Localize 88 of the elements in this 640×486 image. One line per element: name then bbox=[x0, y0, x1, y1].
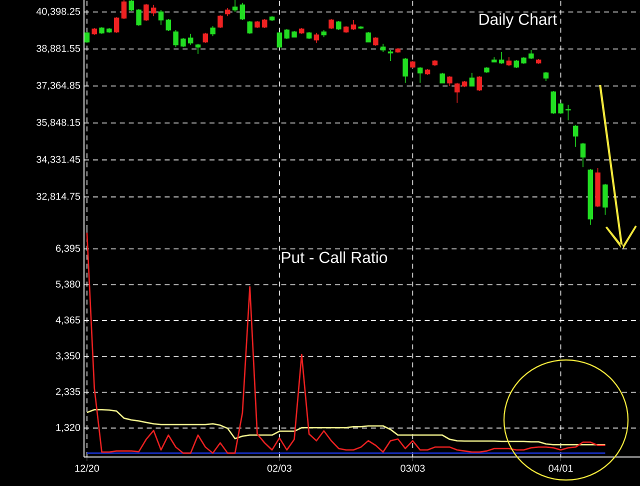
candlestick bbox=[402, 58, 408, 84]
candlestick bbox=[506, 56, 512, 66]
x-tick-label: 03/03 bbox=[400, 464, 425, 472]
candlestick bbox=[232, 0, 238, 12]
candlestick bbox=[424, 68, 430, 76]
candlestick bbox=[536, 58, 542, 64]
text: Daily Chart bbox=[480, 13, 557, 28]
candlestick bbox=[299, 28, 304, 34]
candlestick bbox=[121, 0, 127, 20]
text: Put - Call Ratio bbox=[282, 251, 388, 264]
candlestick bbox=[350, 20, 356, 30]
y-tick-label: 4,365 bbox=[56, 316, 80, 325]
y-tick-label: 2,335 bbox=[56, 388, 80, 396]
candlestick bbox=[572, 124, 578, 148]
y-tick-label: 38,881.55 bbox=[36, 44, 80, 54]
candlestick bbox=[373, 36, 378, 46]
candlestick bbox=[106, 28, 112, 34]
candlestick bbox=[432, 60, 438, 66]
y-tick-label: 35,848.15 bbox=[36, 118, 80, 128]
candlestick bbox=[476, 76, 482, 92]
candlestick bbox=[306, 32, 312, 40]
candlestick bbox=[388, 50, 394, 62]
candlestick bbox=[343, 26, 349, 34]
candlestick bbox=[521, 56, 526, 64]
candlestick bbox=[292, 30, 297, 38]
candlestick bbox=[410, 60, 416, 68]
candlestick bbox=[225, 8, 230, 16]
y-tick-label: 5,380 bbox=[56, 280, 80, 289]
x-tick-label: 04/01 bbox=[548, 464, 573, 472]
candlestick bbox=[418, 66, 423, 84]
candlestick bbox=[358, 26, 364, 30]
candlestick bbox=[92, 28, 97, 36]
candlestick bbox=[321, 30, 326, 38]
candlestick bbox=[528, 50, 534, 60]
candlestick bbox=[128, 0, 134, 12]
candlestick bbox=[99, 26, 104, 34]
candlestick bbox=[195, 44, 201, 54]
candlestick bbox=[269, 16, 275, 22]
y-tick-label: 40,398.25 bbox=[36, 8, 80, 16]
candlestick bbox=[254, 20, 260, 28]
candlestick bbox=[580, 142, 586, 168]
candlestick bbox=[328, 18, 334, 30]
candlestick bbox=[602, 184, 608, 216]
candlestick bbox=[440, 72, 445, 84]
y-tick-label: 1,320 bbox=[56, 424, 80, 432]
candlestick bbox=[150, 4, 156, 16]
candlestick bbox=[188, 34, 194, 46]
candlestick bbox=[180, 38, 186, 48]
candlestick bbox=[84, 32, 90, 44]
candlestick bbox=[514, 60, 519, 68]
candlestick bbox=[218, 14, 223, 28]
candlestick bbox=[498, 52, 504, 64]
x-tick-label: 12/20 bbox=[75, 464, 100, 472]
candlestick bbox=[158, 10, 164, 26]
candlestick bbox=[395, 48, 401, 54]
candlestick bbox=[454, 82, 460, 104]
candlestick bbox=[247, 20, 252, 34]
y-tick-label: 6,395 bbox=[56, 244, 80, 254]
candlestick bbox=[173, 30, 178, 48]
candlestick bbox=[462, 80, 468, 88]
candlestick bbox=[314, 32, 320, 44]
candlestick bbox=[469, 72, 475, 86]
candlestick bbox=[380, 44, 386, 52]
y-tick-label: 34,331.45 bbox=[36, 156, 80, 164]
candlestick bbox=[366, 32, 371, 42]
candlestick bbox=[144, 4, 149, 22]
candlestick bbox=[550, 90, 556, 114]
candlestick bbox=[136, 8, 142, 26]
y-tick-label: 3,350 bbox=[56, 352, 80, 361]
candlestick bbox=[558, 102, 564, 114]
candlestick bbox=[284, 28, 290, 40]
candlestick bbox=[114, 16, 120, 34]
candlestick bbox=[336, 20, 342, 30]
candlestick bbox=[595, 168, 600, 208]
candlestick bbox=[447, 76, 452, 86]
candlestick bbox=[202, 32, 208, 44]
candlestick bbox=[484, 66, 490, 74]
candlestick bbox=[210, 26, 216, 36]
x-tick-label: 02/03 bbox=[267, 464, 292, 472]
candlestick bbox=[240, 2, 246, 20]
candlestick bbox=[543, 72, 549, 82]
candlestick bbox=[262, 18, 268, 28]
candlestick bbox=[166, 18, 172, 32]
y-tick-label: 37,364.85 bbox=[36, 82, 80, 90]
candlestick bbox=[588, 168, 594, 226]
y-tick-label: 32,814.75 bbox=[36, 192, 80, 202]
candlestick bbox=[492, 56, 497, 62]
candlestick bbox=[276, 32, 282, 48]
